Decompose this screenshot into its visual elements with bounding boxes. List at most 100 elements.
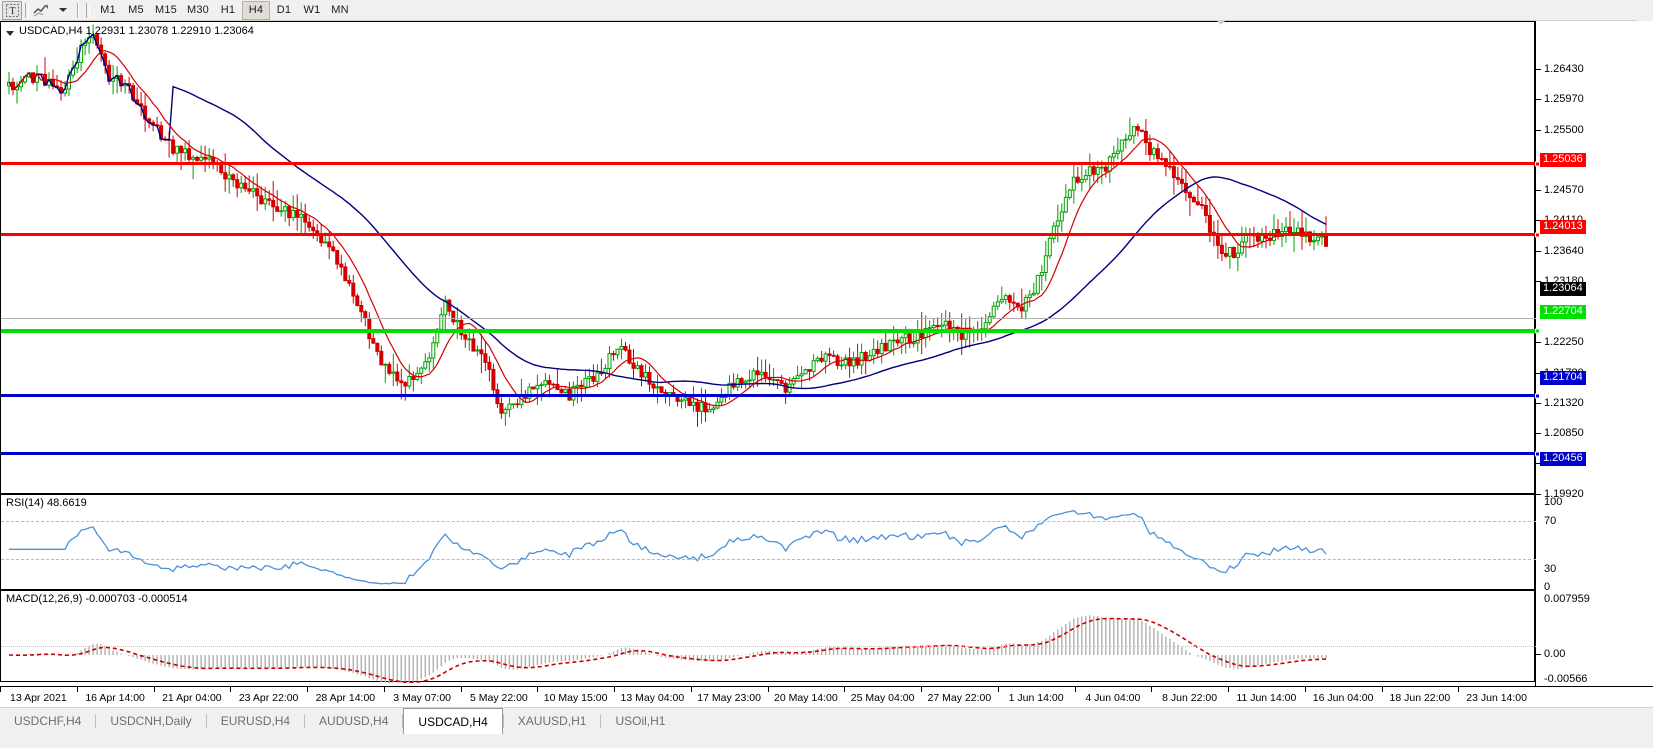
- timeframe-label: H1: [220, 4, 236, 16]
- timeframe-label: D1: [276, 4, 292, 16]
- time-axis-label: 4 Jun 04:00: [1085, 692, 1141, 704]
- time-axis-tick: [1304, 687, 1306, 692]
- indicators-button[interactable]: [31, 1, 51, 20]
- axis-tick-label: 1.23640: [1544, 245, 1584, 258]
- price-badge-support[interactable]: 1.20456: [1540, 452, 1586, 466]
- symbol-tabs: USDCHF,H4 USDCNH,Daily EURUSD,H4 AUDUSD,H4 U…: [0, 708, 679, 734]
- macd-panel[interactable]: MACD(12,26,9) -0.000703 -0.000514: [0, 590, 1536, 683]
- tab-audusd-h4[interactable]: AUDUSD,H4: [305, 708, 402, 734]
- time-axis-label: 23 Apr 22:00: [238, 692, 299, 704]
- tab-divider: [95, 714, 97, 728]
- macd-axis-label: 0.00: [1544, 648, 1566, 660]
- price-badge-current-price[interactable]: 1.23064: [1540, 281, 1586, 296]
- resistance-line-125036[interactable]: [1, 161, 1540, 166]
- axis-tick: [1536, 494, 1541, 495]
- timeframe-group: M1 M5 M15 M30 H1 H4 D1 W1 MN: [94, 0, 354, 20]
- macd-zero-line: [1, 646, 1536, 647]
- timeframe-label: M5: [128, 4, 144, 16]
- price-badge-resistance[interactable]: 1.24013: [1540, 219, 1586, 234]
- time-axis-tick: [1381, 687, 1383, 692]
- support-line-120456[interactable]: [1, 451, 1540, 456]
- time-axis-tick: [997, 687, 999, 692]
- rsi-panel[interactable]: RSI(14) 48.6619: [0, 494, 1536, 590]
- chevron-down-icon[interactable]: [6, 31, 14, 36]
- timeframe-m15[interactable]: M15: [150, 1, 182, 20]
- time-axis-tick: [1074, 687, 1076, 692]
- tab-eurusd-h4[interactable]: EURUSD,H4: [207, 708, 304, 734]
- tab-usdcad-h4[interactable]: USDCAD,H4: [403, 708, 503, 734]
- tab-label: USOil,H1: [615, 714, 666, 728]
- window-scroll-spacer: [1637, 0, 1653, 21]
- tab-usdchf-h4[interactable]: USDCHF,H4: [0, 708, 95, 734]
- axis-tick: [1536, 69, 1541, 70]
- price-badge-support[interactable]: 1.22704: [1540, 305, 1586, 320]
- macd-axis-label: -0.00566: [1544, 673, 1588, 685]
- macd-label: MACD(12,26,9) -0.000703 -0.000514: [6, 593, 188, 605]
- tab-usoil-h1[interactable]: USOil,H1: [601, 708, 679, 734]
- axis-tick: [1536, 129, 1541, 131]
- tab-label: EURUSD,H4: [220, 714, 291, 728]
- line-handle[interactable]: [1535, 451, 1540, 456]
- timeframe-label: M30: [187, 4, 209, 16]
- timeframe-d1[interactable]: D1: [270, 1, 298, 20]
- indicators-dropdown-button[interactable]: [53, 1, 73, 20]
- rsi-axis-label: 30: [1544, 563, 1557, 575]
- support-line-122704[interactable]: [1, 328, 1540, 334]
- line-handle[interactable]: [1535, 232, 1540, 237]
- timeframe-m1[interactable]: M1: [94, 1, 122, 20]
- timeframe-grip[interactable]: [86, 2, 90, 18]
- time-axis-tick: [1151, 687, 1153, 692]
- chart-symbol-ohlc-label: USDCAD,H4 1.22931 1.23078 1.22910 1.2306…: [19, 25, 254, 37]
- time-axis-tick: [307, 687, 308, 692]
- rsi-axis-label: 70: [1544, 515, 1557, 527]
- time-axis-tick: [0, 687, 1, 692]
- price-panel[interactable]: USDCAD,H4 1.22931 1.23078 1.22910 1.2306…: [0, 21, 1540, 494]
- time-axis-label: 13 Apr 2021: [10, 692, 67, 704]
- time-axis-label: 11 Jun 14:00: [1236, 692, 1297, 704]
- rsi-axis-label: 0: [1544, 581, 1551, 593]
- toolbar-grip[interactable]: [25, 2, 29, 18]
- chart-scroll-indicator-icon: [1216, 20, 1226, 25]
- time-axis-tick: [690, 687, 692, 692]
- timeframe-m30[interactable]: M30: [182, 1, 214, 20]
- line-handle[interactable]: [1535, 328, 1540, 334]
- timeframe-label: H4: [248, 4, 264, 16]
- time-axis[interactable]: 13 Apr 2021 16 Apr 14:00 21 Apr 04:00 23 Ap…: [0, 686, 1653, 707]
- resistance-line-124013[interactable]: [1, 232, 1540, 237]
- axis-tick-label: 1.20850: [1544, 427, 1584, 440]
- tab-divider: [502, 714, 504, 728]
- timeframe-label: M15: [155, 4, 177, 16]
- line-handle[interactable]: [1535, 161, 1540, 166]
- axis-tick: [1536, 433, 1541, 435]
- axis-tick: [1536, 463, 1541, 465]
- rsi-guide-70: [1, 521, 1536, 522]
- timeframe-mn[interactable]: MN: [326, 1, 354, 20]
- tab-label: AUDUSD,H4: [319, 714, 389, 728]
- rsi-axis-label: 100: [1544, 496, 1563, 508]
- chart-area[interactable]: USDCAD,H4 1.22931 1.23078 1.22910 1.2306…: [0, 21, 1653, 686]
- timeframe-m5[interactable]: M5: [122, 1, 150, 20]
- time-axis-label: 1 Jun 14:00: [1008, 692, 1064, 704]
- time-axis-tick: [76, 687, 78, 692]
- timeframe-h1[interactable]: H1: [214, 1, 242, 20]
- axis-tick: [1536, 341, 1541, 343]
- time-axis-tick: [460, 687, 462, 692]
- price-value-axis[interactable]: 1.264301.259701.255001.245701.241101.236…: [1535, 21, 1653, 686]
- tab-usdcnh-daily[interactable]: USDCNH,Daily: [96, 708, 205, 734]
- tab-label: XAUUSD,H1: [517, 714, 587, 728]
- line-handle[interactable]: [1535, 393, 1540, 398]
- support-line-121704[interactable]: [1, 393, 1540, 398]
- text-label-tool-button[interactable]: T: [2, 0, 22, 20]
- toolbar-separator: [77, 2, 79, 18]
- rsi-line-plot: [9, 509, 1327, 585]
- tab-xauusd-h1[interactable]: XAUUSD,H1: [504, 708, 601, 734]
- price-badge-resistance[interactable]: 1.25036: [1540, 153, 1586, 167]
- timeframe-h4[interactable]: H4: [242, 0, 270, 20]
- timeframe-w1[interactable]: W1: [298, 1, 326, 20]
- text-label-icon: T: [5, 3, 19, 17]
- axis-tick-label: 1.21320: [1544, 396, 1584, 409]
- price-badge-support[interactable]: 1.21704: [1540, 370, 1586, 385]
- tab-divider: [600, 714, 602, 728]
- time-axis-label: 8 Jun 22:00: [1162, 692, 1218, 704]
- axis-tick: [1536, 190, 1541, 192]
